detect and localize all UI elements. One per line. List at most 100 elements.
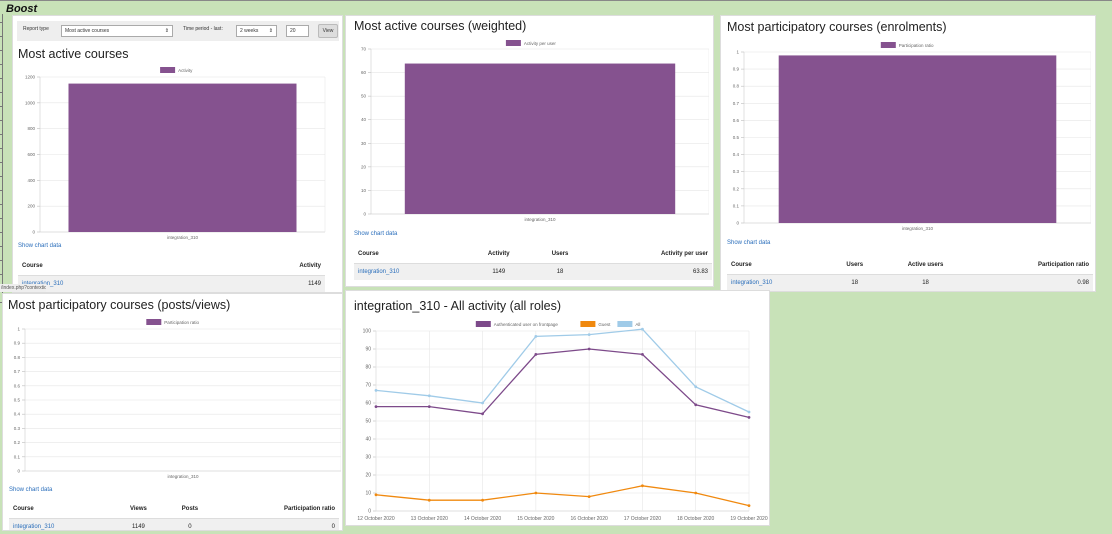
table-header: Users xyxy=(532,245,588,264)
y-tick-label: 0.5 xyxy=(14,398,21,403)
legend-label: Activity xyxy=(178,68,193,73)
bar xyxy=(404,63,676,214)
y-tick-label: 0 xyxy=(368,509,371,515)
y-tick-label: 800 xyxy=(27,126,35,131)
y-tick-label: 0.9 xyxy=(733,67,740,72)
data-point xyxy=(694,491,698,495)
data-table: Course Activity Users Activity per user … xyxy=(354,245,712,280)
y-tick-label: 0.2 xyxy=(733,186,740,191)
y-tick-label: 10 xyxy=(365,491,371,497)
y-tick-label: 1200 xyxy=(25,75,36,80)
show-chart-data-link[interactable]: Show chart data xyxy=(727,240,771,246)
data-point xyxy=(534,335,538,338)
y-tick-label: 60 xyxy=(361,70,367,75)
bar xyxy=(68,83,297,233)
chart-participatory-posts-views: 0 0.1 0.2 0.3 0.4 0.5 0.6 0.7 0.8 0.9 1 Participati… xyxy=(14,319,341,479)
y-tick-label: 0.3 xyxy=(14,426,21,431)
x-tick-label: integration_310 xyxy=(902,226,934,231)
x-tick-label: 13 October 2020 xyxy=(411,516,448,522)
table-header: Participation ratio xyxy=(215,500,339,519)
count-value: 20 xyxy=(290,28,296,34)
table-header: Users xyxy=(829,256,881,275)
legend-label: Participation ratio xyxy=(164,320,199,325)
series-line xyxy=(375,328,750,413)
panel-most-active: Report type Most active courses ⇕ Time p… xyxy=(12,15,343,293)
y-tick-label: 40 xyxy=(361,117,367,122)
y-tick-label: 50 xyxy=(365,419,371,425)
y-tick-label: 0.2 xyxy=(14,440,21,445)
data-point xyxy=(374,493,378,497)
data-table: Course Activity integration_310 1149 xyxy=(18,257,325,292)
report-type-label: Report type xyxy=(23,26,49,32)
x-tick-label: 16 October 2020 xyxy=(571,516,608,522)
table-cell: 1149 xyxy=(465,263,533,280)
table-header: Course xyxy=(18,257,210,276)
y-tick-label: 0 xyxy=(32,230,35,235)
bar xyxy=(778,55,1057,223)
y-tick-label: 0.1 xyxy=(14,454,21,459)
y-tick-label: 600 xyxy=(27,152,35,157)
data-point xyxy=(481,412,484,416)
y-tick-label: 0.1 xyxy=(733,203,740,208)
x-tick-label: 18 October 2020 xyxy=(677,516,714,522)
x-tick-label: integration_310 xyxy=(524,217,556,222)
show-chart-data-link[interactable]: Show chart data xyxy=(9,487,53,493)
data-point xyxy=(374,405,378,408)
panel-participatory-enrolments: Most participatory courses (enrolments) … xyxy=(720,15,1096,292)
panel-all-activity: integration_310 - All activity (all role… xyxy=(345,290,770,526)
data-point xyxy=(587,495,591,498)
data-point xyxy=(694,385,698,389)
show-chart-data-link[interactable]: Show chart data xyxy=(18,243,62,249)
series-line xyxy=(375,485,750,507)
y-tick-label: 0.6 xyxy=(733,118,740,123)
legend-swatch xyxy=(475,321,491,327)
y-tick-label: 0 xyxy=(736,221,739,226)
x-tick-label: 14 October 2020 xyxy=(464,516,501,522)
y-tick-label: 0.9 xyxy=(14,341,21,346)
legend-swatch xyxy=(160,67,176,73)
data-point xyxy=(427,498,431,502)
y-tick-label: 200 xyxy=(27,204,35,209)
legend-swatch xyxy=(505,40,521,46)
y-tick-label: 0 xyxy=(17,469,20,474)
y-tick-label: 0.3 xyxy=(733,169,740,174)
y-tick-label: 0.8 xyxy=(733,84,740,89)
window-top-border xyxy=(0,0,1112,1)
course-link[interactable]: integration_310 xyxy=(22,281,63,287)
show-chart-data-link[interactable]: Show chart data xyxy=(354,231,398,237)
y-tick-label: 30 xyxy=(361,141,367,146)
table-row: integration_310 1149 0 0 xyxy=(9,518,339,530)
course-link[interactable]: integration_310 xyxy=(731,279,773,286)
data-point xyxy=(747,410,751,414)
legend-swatch xyxy=(880,42,896,48)
table-header: Activity xyxy=(209,257,325,276)
course-link[interactable]: integration_310 xyxy=(13,523,55,530)
table-header: Activity per user xyxy=(587,245,712,264)
report-form: Report type Most active courses ⇕ Time p… xyxy=(17,21,339,41)
time-period-select[interactable]: 2 weeks ⇕ xyxy=(236,25,277,37)
vertical-ruler xyxy=(0,14,3,304)
x-tick-label: integration_310 xyxy=(167,474,199,479)
x-tick-label: 17 October 2020 xyxy=(624,516,661,522)
legend-swatch xyxy=(580,321,596,327)
y-tick-label: 40 xyxy=(365,437,371,443)
table-row: integration_310 1149 xyxy=(18,275,325,292)
report-type-value: Most active courses xyxy=(65,28,110,34)
view-button[interactable]: View xyxy=(318,24,338,38)
course-link[interactable]: integration_310 xyxy=(358,268,400,275)
y-tick-label: 1 xyxy=(736,50,739,55)
x-tick-label: 15 October 2020 xyxy=(517,516,554,522)
count-input[interactable]: 20 xyxy=(286,25,309,37)
report-type-select[interactable]: Most active courses ⇕ xyxy=(61,25,173,37)
table-cell: 1149 xyxy=(112,518,165,530)
y-tick-label: 0.7 xyxy=(14,369,21,374)
data-point xyxy=(694,403,698,407)
data-table: Course Users Active users Participation … xyxy=(727,256,1093,291)
data-point xyxy=(481,401,484,405)
table-row: integration_310 1149 18 63.83 xyxy=(354,263,712,280)
data-point xyxy=(641,353,644,356)
panel-title: Most participatory courses (enrolments) xyxy=(727,20,947,34)
table-cell: 18 xyxy=(829,274,881,291)
data-point xyxy=(587,347,591,351)
data-point xyxy=(587,333,591,336)
